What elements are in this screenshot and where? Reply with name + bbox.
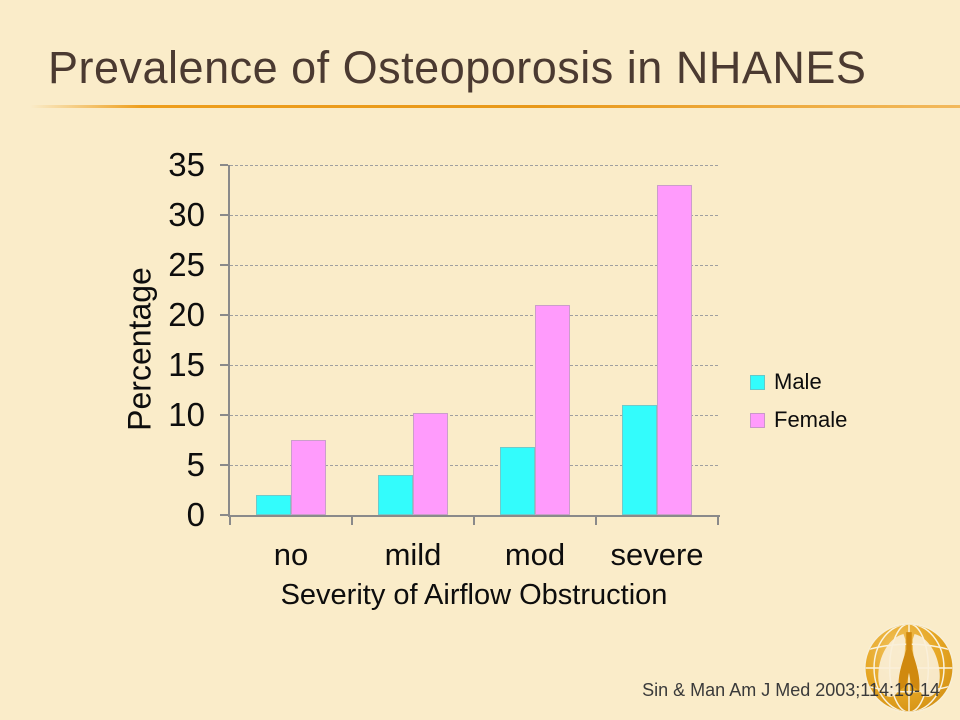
title-divider — [30, 105, 960, 108]
gridline-10 — [230, 415, 718, 416]
gridline-25 — [230, 265, 718, 266]
gridline-15 — [230, 365, 718, 366]
y-tick-15 — [220, 364, 228, 366]
y-tick-5 — [220, 464, 228, 466]
y-tick-10 — [220, 414, 228, 416]
bar-male-mild — [378, 475, 413, 515]
y-tick-0 — [220, 514, 228, 516]
x-tick-4 — [717, 517, 719, 525]
plot-area: Percentage Severity of Airflow Obstructi… — [122, 148, 848, 612]
legend-swatch-female — [750, 412, 765, 428]
y-tick-label-15: 15 — [168, 346, 205, 383]
x-tick-1 — [351, 517, 353, 525]
gridline-5 — [230, 465, 718, 466]
x-axis-line — [228, 515, 720, 517]
citation: Sin & Man Am J Med 2003;114:10-14 — [642, 680, 940, 700]
legend-label-male: Male — [774, 369, 822, 394]
y-tick-label-35: 35 — [168, 146, 205, 183]
bar-male-severe — [622, 405, 657, 515]
y-axis-line — [228, 165, 230, 517]
x-tick-label-mod: mod — [504, 537, 566, 572]
y-tick-label-0: 0 — [186, 496, 205, 533]
bar-female-severe — [657, 185, 692, 515]
legend-item-male: Male — [750, 369, 847, 394]
x-tick-label-no: no — [273, 537, 309, 572]
x-axis-title: Severity of Airflow Obstruction — [280, 579, 668, 611]
y-tick-20 — [220, 314, 228, 316]
chart-legend: Male Female — [750, 369, 848, 446]
y-tick-25 — [220, 264, 228, 266]
x-tick-label-mild: mild — [384, 537, 442, 572]
bar-female-no — [291, 440, 326, 515]
x-tick-2 — [473, 517, 475, 525]
gridline-30 — [230, 215, 718, 216]
y-tick-label-5: 5 — [186, 446, 205, 483]
legend-label-female: Female — [774, 407, 848, 432]
gridline-35 — [230, 165, 718, 166]
bar-female-mild — [413, 413, 448, 515]
slide-title: Prevalence of Osteoporosis in NHANES — [48, 42, 867, 93]
lungs-glyph — [878, 632, 940, 697]
y-tick-30 — [220, 214, 228, 216]
legend-item-female: Female — [750, 407, 848, 432]
globe-lungs-logo — [864, 623, 954, 713]
bar-male-no — [256, 495, 291, 515]
y-tick-35 — [220, 164, 228, 166]
x-tick-label-severe: severe — [610, 537, 704, 572]
y-tick-label-20: 20 — [168, 296, 205, 333]
y-tick-label-25: 25 — [168, 246, 205, 283]
x-tick-3 — [595, 517, 597, 525]
bar-female-mod — [535, 305, 570, 515]
bar-male-mod — [500, 447, 535, 515]
y-tick-label-10: 10 — [168, 396, 205, 433]
legend-swatch-male — [750, 374, 765, 390]
y-tick-label-30: 30 — [168, 196, 205, 233]
gridline-20 — [230, 315, 718, 316]
x-tick-0 — [229, 517, 231, 525]
